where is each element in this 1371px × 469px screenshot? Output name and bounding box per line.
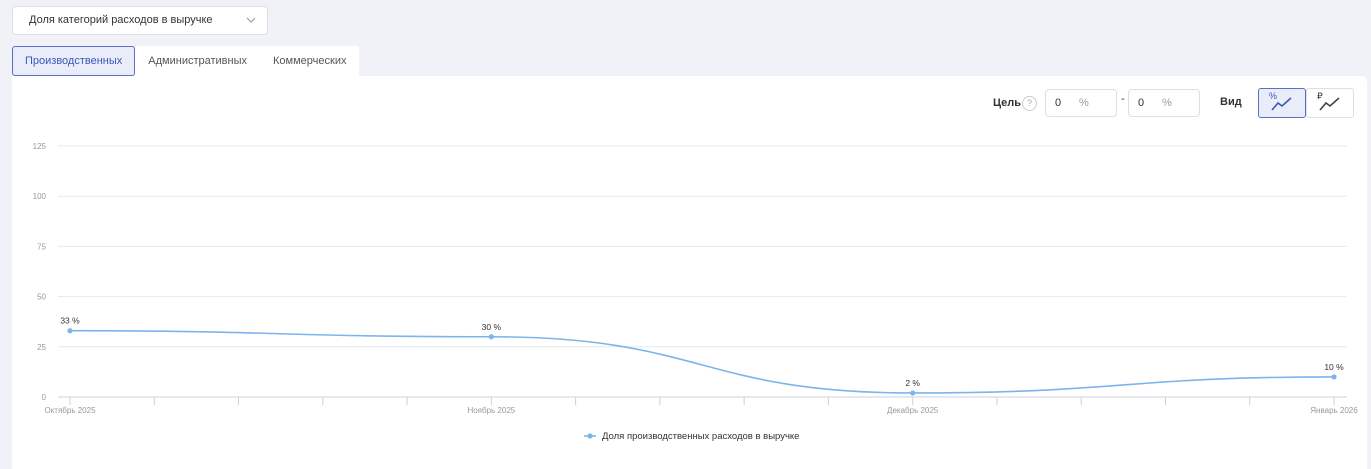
data-point: [488, 334, 494, 340]
goal-from-unit: %: [1079, 97, 1089, 109]
goal-to-value: 0: [1138, 97, 1145, 109]
chart-panel: Цель ? 0 % - 0 % Вид % ₽ 0 25 50 75 100 125 Ок…: [12, 76, 1367, 469]
ruble-line-chart-icon: [1319, 97, 1340, 111]
y-tick-label: 75: [37, 242, 46, 251]
tab-production[interactable]: Производственных: [12, 46, 136, 76]
goal-to-unit: %: [1162, 97, 1172, 109]
data-label: 33 %: [60, 316, 80, 326]
legend-label: Доля производственных расходов в выручке: [602, 431, 799, 442]
data-label: 30 %: [482, 322, 502, 332]
ruble-symbol: ₽: [1317, 91, 1323, 101]
goal-label: Цель: [993, 97, 1022, 109]
data-label: 2 %: [905, 378, 920, 388]
goal-from-input[interactable]: 0 %: [1045, 89, 1117, 117]
metric-select-value: Доля категорий расходов в выручке: [29, 14, 213, 26]
x-tick-label: Декабрь 2025: [887, 406, 939, 415]
y-tick-label: 125: [33, 142, 47, 151]
data-label: 10 %: [1324, 362, 1344, 372]
chevron-down-icon: [246, 17, 256, 23]
goal-to-input[interactable]: 0 %: [1128, 89, 1200, 117]
view-percent-button[interactable]: %: [1258, 88, 1306, 118]
x-tick-label: Ноябрь 2025: [467, 406, 515, 415]
goal-range-separator: -: [1121, 93, 1125, 105]
tab-commercial[interactable]: Коммерческих: [260, 46, 360, 76]
help-icon[interactable]: ?: [1022, 96, 1037, 111]
legend-marker: [587, 433, 593, 439]
goal-from-value: 0: [1055, 97, 1062, 109]
series-line: [69, 329, 1335, 394]
y-tick-label: 0: [42, 393, 47, 402]
metric-select[interactable]: Доля категорий расходов в выручке: [12, 6, 268, 35]
percent-symbol: %: [1269, 91, 1278, 101]
y-tick-label: 50: [37, 293, 46, 302]
data-point: [67, 328, 73, 334]
line-chart: 0 25 50 75 100 125 Октябрь 2025 Ноябрь 2025 Дека…: [33, 142, 1359, 442]
expense-category-tabs: Производственных Административных Коммер…: [12, 46, 360, 76]
view-rub-button[interactable]: ₽: [1306, 88, 1354, 118]
data-point: [1331, 374, 1337, 380]
x-tick-label: Январь 2026: [1310, 406, 1358, 415]
view-label: Вид: [1220, 96, 1242, 108]
data-point: [910, 390, 916, 396]
tab-administrative[interactable]: Административных: [135, 46, 261, 76]
y-tick-label: 25: [37, 343, 46, 352]
percent-line-chart-icon: [1271, 97, 1292, 111]
x-tick-label: Октябрь 2025: [44, 406, 96, 415]
y-tick-label: 100: [33, 192, 47, 201]
